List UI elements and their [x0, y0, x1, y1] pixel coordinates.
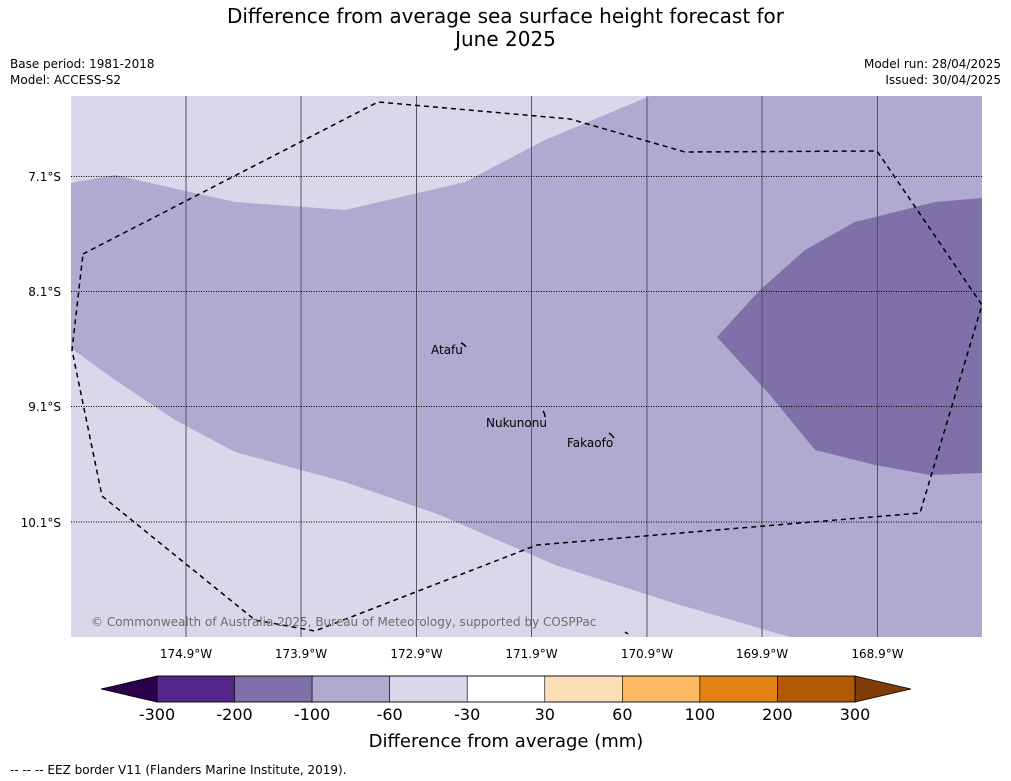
colorbar-tick-label: -100 — [294, 705, 330, 724]
lon-label-172-9: 172.9°W — [390, 647, 442, 661]
colorbar-tick-label: 60 — [612, 705, 632, 724]
lon-label-173-9: 173.9°W — [275, 647, 327, 661]
meta-left: Base period: 1981-2018 Model: ACCESS-S2 — [10, 56, 155, 88]
colorbar-tick-label: -200 — [216, 705, 252, 724]
issued-date: Issued: 30/04/2025 — [885, 73, 1001, 87]
colorbar: -300 -200 -100 -60 -30 30 60 100 200 300 Differen… — [100, 675, 912, 752]
copyright-notice: © Commonwealth of Australia 2025, Bureau… — [91, 615, 596, 629]
colorbar-segment — [156, 675, 235, 703]
colorbar-segment — [311, 675, 390, 703]
colorbar-segment — [234, 675, 313, 703]
base-period: Base period: 1981-2018 — [10, 57, 155, 71]
title-line-1: Difference from average sea surface heig… — [226, 4, 785, 28]
lon-label-168-9: 168.9°W — [851, 647, 903, 661]
nukunonu-island — [542, 410, 546, 418]
colorbar-tick-label: 30 — [535, 705, 555, 724]
colorbar-frame — [156, 675, 856, 703]
colorbar-tick-label: 300 — [840, 705, 871, 724]
parallel-lines — [71, 176, 982, 523]
colorbar-tick-label: 200 — [762, 705, 793, 724]
map-title: Difference from average sea surface heig… — [0, 5, 1011, 51]
lat-label-9-1: 9.1°S — [28, 400, 61, 414]
atafu-island — [460, 342, 467, 348]
eez-legend-note: -- -- -- EEZ border V11 (Flanders Marine… — [10, 763, 347, 777]
colorbar-under-arrow — [100, 675, 158, 703]
colorbar-label: Difference from average (mm) — [369, 731, 644, 752]
lat-label-8-1: 8.1°S — [28, 285, 61, 299]
lon-label-169-9: 169.9°W — [736, 647, 788, 661]
colorbar-ticks: -300 -200 -100 -60 -30 30 60 100 200 300 — [139, 705, 870, 724]
lat-label-10-1: 10.1°S — [21, 516, 61, 530]
meridian-lines — [185, 96, 878, 637]
colorbar-tick-label: -300 — [139, 705, 175, 724]
title-line-2: June 2025 — [455, 27, 556, 51]
small-islet — [624, 631, 629, 635]
colorbar-segment — [544, 675, 623, 703]
colorbar-segment — [699, 675, 778, 703]
colorbar-tick-label: 100 — [685, 705, 716, 724]
colorbar-segment — [466, 675, 546, 703]
model-run: Model run: 28/04/2025 — [863, 57, 1001, 71]
lon-label-174-9: 174.9°W — [160, 647, 212, 661]
band-minus100-minus60 — [71, 96, 982, 637]
colorbar-segments — [156, 675, 856, 703]
place-label-atafu: Atafu — [431, 343, 463, 357]
lon-label-170-9: 170.9°W — [621, 647, 673, 661]
colorbar-segment — [389, 675, 468, 703]
longitude-labels: 174.9°W 173.9°W 172.9°W 171.9°W 170.9°W … — [160, 647, 904, 661]
colorbar-tick-label: -60 — [377, 705, 403, 724]
colorbar-segment — [777, 675, 856, 703]
eez-border — [71, 101, 982, 632]
place-label-nukunonu: Nukunonu — [486, 416, 547, 430]
latitude-labels: 7.1°S 8.1°S 9.1°S 10.1°S — [21, 170, 61, 530]
map-panel: Atafu Nukunonu Fakaofo © Commonwealth of… — [71, 96, 982, 637]
band-minus200-minus100 — [717, 198, 982, 475]
colorbar-tick-label: -30 — [454, 705, 480, 724]
model-name: Model: ACCESS-S2 — [10, 73, 122, 87]
fakaofo-island — [608, 432, 615, 439]
colorbar-over-arrow — [854, 675, 912, 703]
meta-right: Model run: 28/04/2025 Issued: 30/04/2025 — [864, 56, 1001, 88]
lat-label-7-1: 7.1°S — [28, 170, 61, 184]
lon-label-171-9: 171.9°W — [505, 647, 557, 661]
place-label-fakaofo: Fakaofo — [567, 436, 613, 450]
colorbar-segment — [622, 675, 701, 703]
